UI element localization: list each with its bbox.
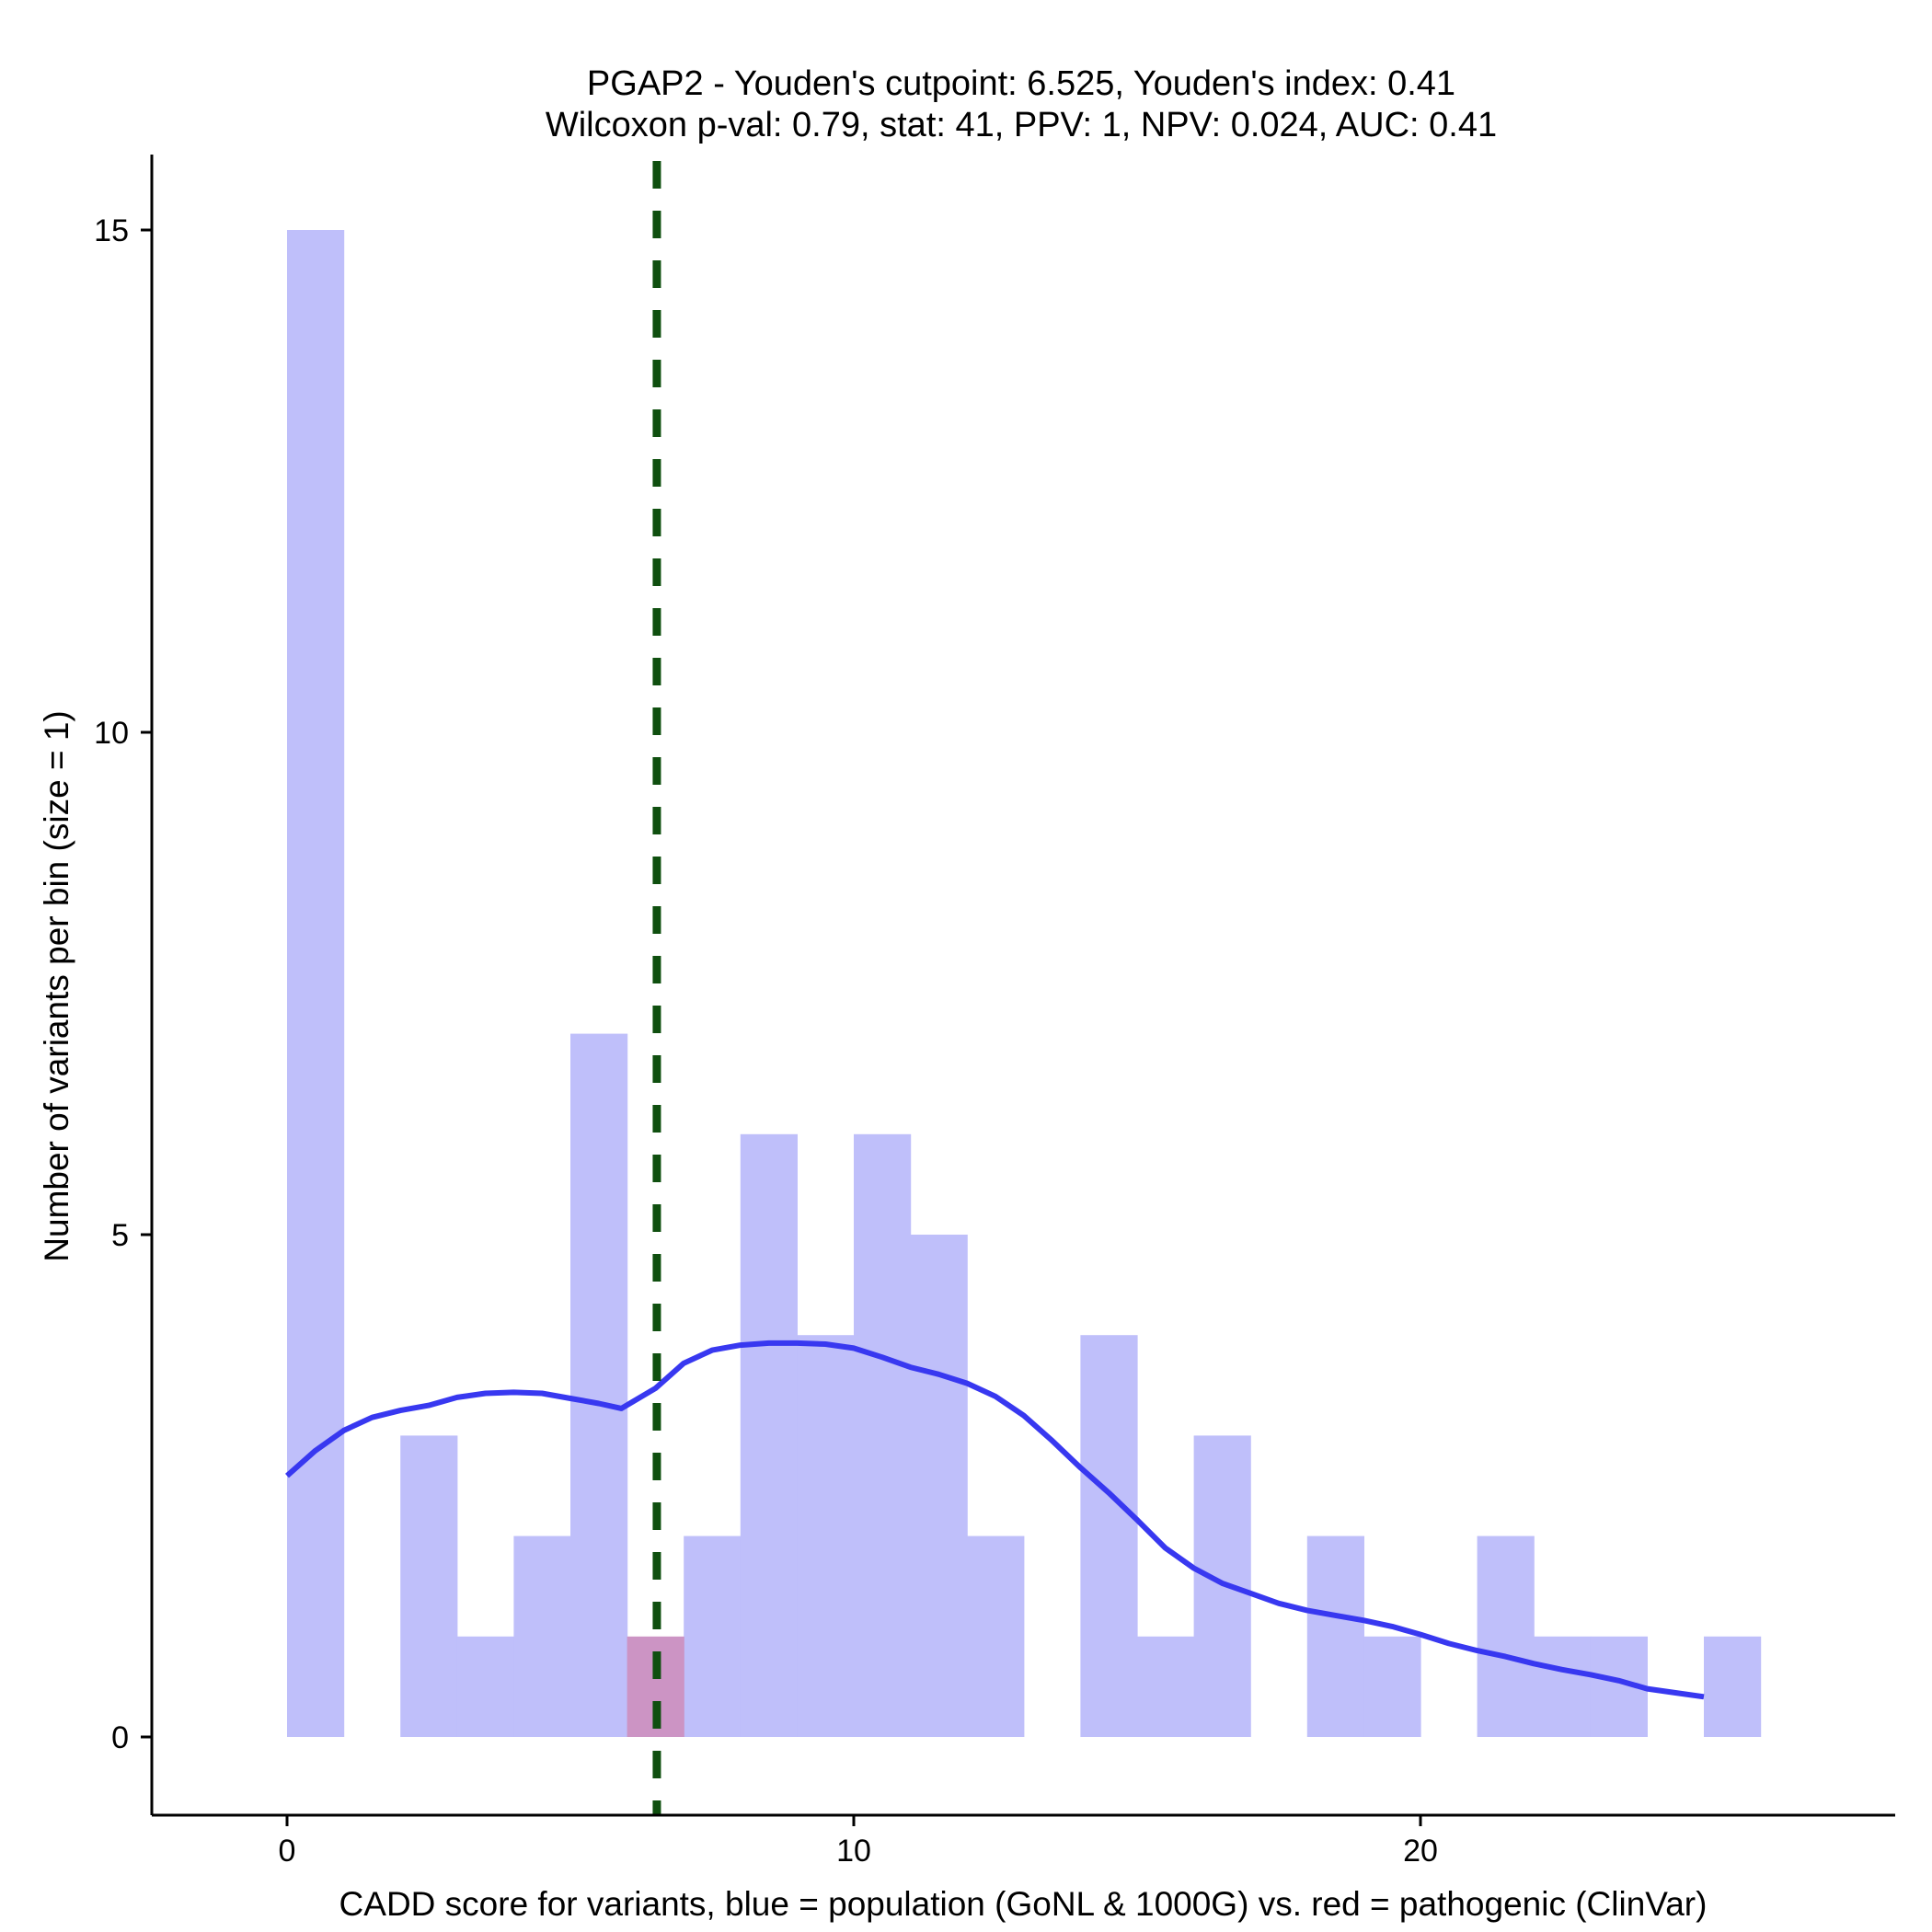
y-ticks: 0 5 10 15 (94, 213, 152, 1755)
population-bar-8 (740, 1133, 798, 1737)
curve-layer (285, 1340, 1705, 1700)
population-bar-15 (1137, 1636, 1195, 1737)
population-bar-2 (400, 1435, 458, 1737)
population-bar-11 (910, 1235, 968, 1737)
y-axis-label: Number of variants per bin (size = 1) (38, 710, 75, 1261)
population-bar-5 (570, 1033, 628, 1737)
population-bar-25 (1704, 1636, 1762, 1737)
y-tick-label-15: 15 (94, 213, 129, 248)
population-bar-0 (287, 230, 345, 1737)
population-bar-4 (513, 1535, 571, 1737)
x-ticks: 0 10 20 (279, 1815, 1438, 1869)
population-bar-3 (456, 1636, 514, 1737)
population-bar-22 (1534, 1636, 1592, 1737)
x-axis-label: CADD score for variants, blue = populati… (339, 1885, 1708, 1923)
population-bar-7 (684, 1535, 742, 1737)
y-tick-label-10: 10 (94, 716, 129, 751)
population-bar-14 (1080, 1335, 1138, 1737)
x-tick-label-20: 20 (1403, 1834, 1438, 1869)
y-tick-label-5: 5 (111, 1218, 129, 1253)
density-curve (285, 1340, 1705, 1700)
population-bar-19 (1363, 1636, 1421, 1737)
population-bar-9 (797, 1335, 855, 1737)
chart-title-line1: PGAP2 - Youden's cutpoint: 6.525, Youden… (587, 64, 1455, 103)
population-bar-10 (854, 1133, 912, 1737)
population-bar-16 (1193, 1435, 1251, 1737)
y-tick-label-0: 0 (111, 1720, 129, 1755)
population-bar-12 (967, 1535, 1025, 1737)
population-bar-21 (1477, 1535, 1535, 1737)
population-bar-18 (1306, 1535, 1364, 1737)
x-tick-label-10: 10 (836, 1834, 871, 1869)
bars-layer (287, 230, 1762, 1737)
chart-title-line2: Wilcoxon p-val: 0.79, stat: 41, PPV: 1, … (546, 106, 1497, 144)
x-tick-label-0: 0 (279, 1834, 296, 1869)
